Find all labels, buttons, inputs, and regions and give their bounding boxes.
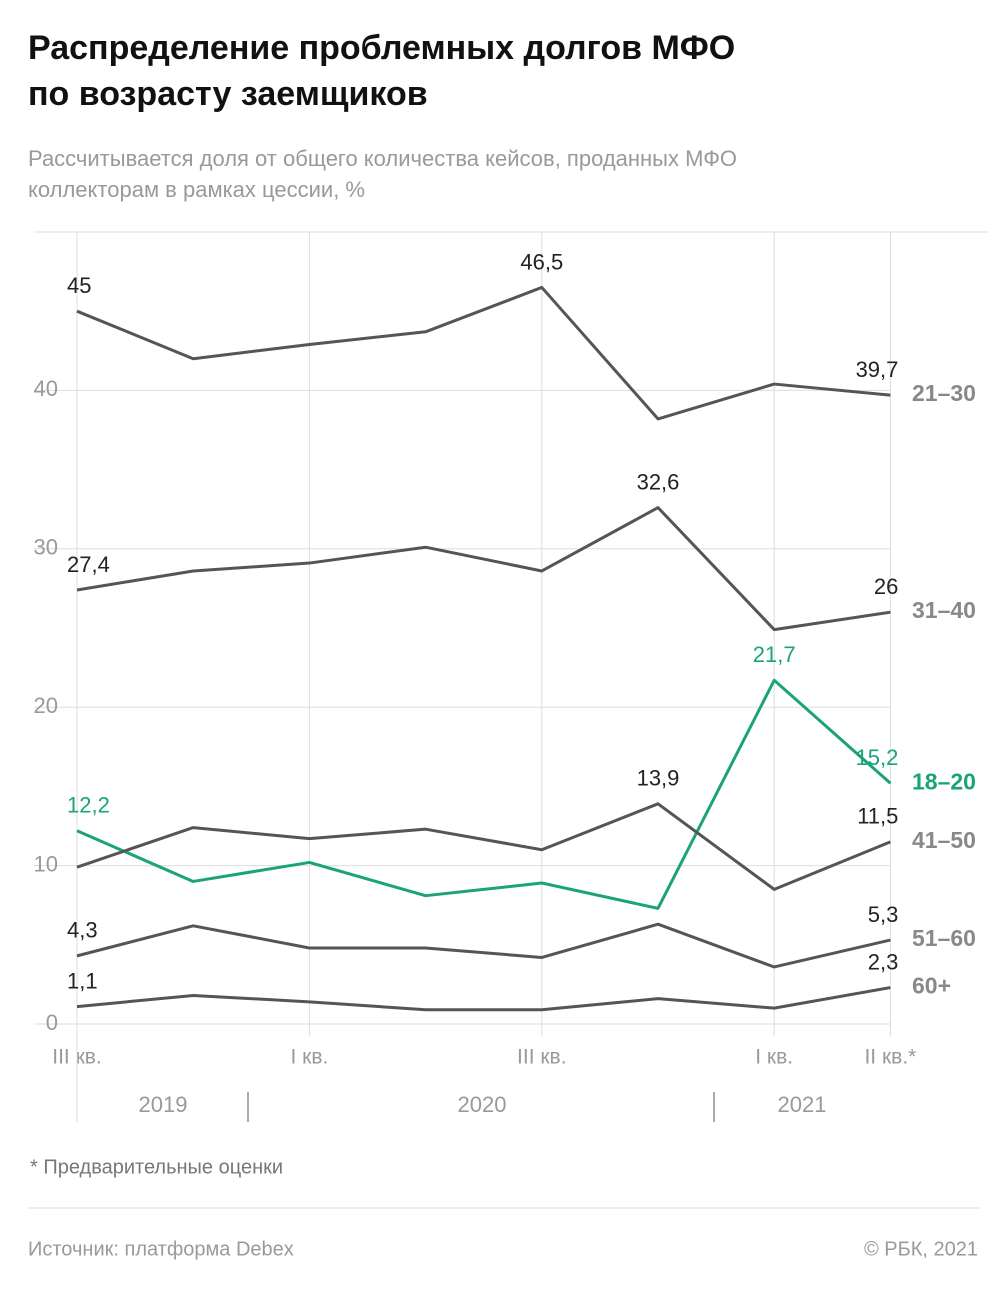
- x-tick-label: I кв.: [290, 1046, 328, 1069]
- y-tick-label: 20: [34, 693, 58, 718]
- y-tick-label: 30: [34, 535, 58, 560]
- value-label: 21,7: [753, 642, 796, 667]
- subtitle-line: Рассчитывается доля от общего количества…: [28, 146, 737, 171]
- series-line: [76, 986, 891, 1012]
- value-label: 13,9: [637, 766, 680, 791]
- year-label: 2020: [458, 1092, 507, 1117]
- title-line: по возрасту заемщиков: [28, 75, 428, 113]
- series-name: 21–30: [912, 380, 976, 406]
- value-label: 11,5: [857, 804, 898, 829]
- subtitle-line: коллекторам в рамках цессии, %: [28, 177, 365, 202]
- series-line: [76, 922, 891, 969]
- series-name: 60+: [912, 973, 951, 999]
- x-tick-label: II кв.*: [864, 1046, 916, 1069]
- value-label: 39,7: [856, 357, 899, 382]
- year-label: 2021: [778, 1092, 827, 1117]
- series-name: 41–50: [912, 827, 976, 853]
- value-label: 15,2: [856, 745, 899, 770]
- series-line: [76, 285, 891, 421]
- value-label: 5,3: [868, 902, 899, 927]
- x-tick-label: III кв.: [517, 1046, 567, 1069]
- footnote: * Предварительные оценки: [30, 1156, 283, 1178]
- value-label: 46,5: [520, 249, 563, 274]
- series-line: [76, 506, 891, 632]
- value-label: 2,3: [868, 949, 899, 974]
- value-label: 4,3: [67, 918, 98, 943]
- copyright: © РБК, 2021: [864, 1238, 978, 1260]
- series-line: [76, 678, 892, 910]
- value-label: 12,2: [67, 793, 110, 818]
- series-name: 51–60: [912, 925, 976, 951]
- series-line: [76, 802, 891, 891]
- x-tick-label: I кв.: [755, 1046, 793, 1069]
- value-label: 27,4: [67, 552, 110, 577]
- year-label: 2019: [139, 1092, 188, 1117]
- series-name: 31–40: [912, 597, 976, 623]
- value-label: 1,1: [67, 968, 98, 993]
- value-label: 45: [67, 273, 91, 298]
- y-tick-label: 0: [46, 1010, 58, 1035]
- title-line: Распределение проблемных долгов МФО: [28, 29, 735, 67]
- value-label: 26: [874, 574, 898, 599]
- y-tick-label: 40: [34, 376, 58, 401]
- series-name: 18–20: [912, 768, 976, 794]
- source: Источник: платформа Debex: [28, 1238, 294, 1260]
- value-label: 32,6: [637, 469, 680, 494]
- y-tick-label: 10: [34, 851, 58, 876]
